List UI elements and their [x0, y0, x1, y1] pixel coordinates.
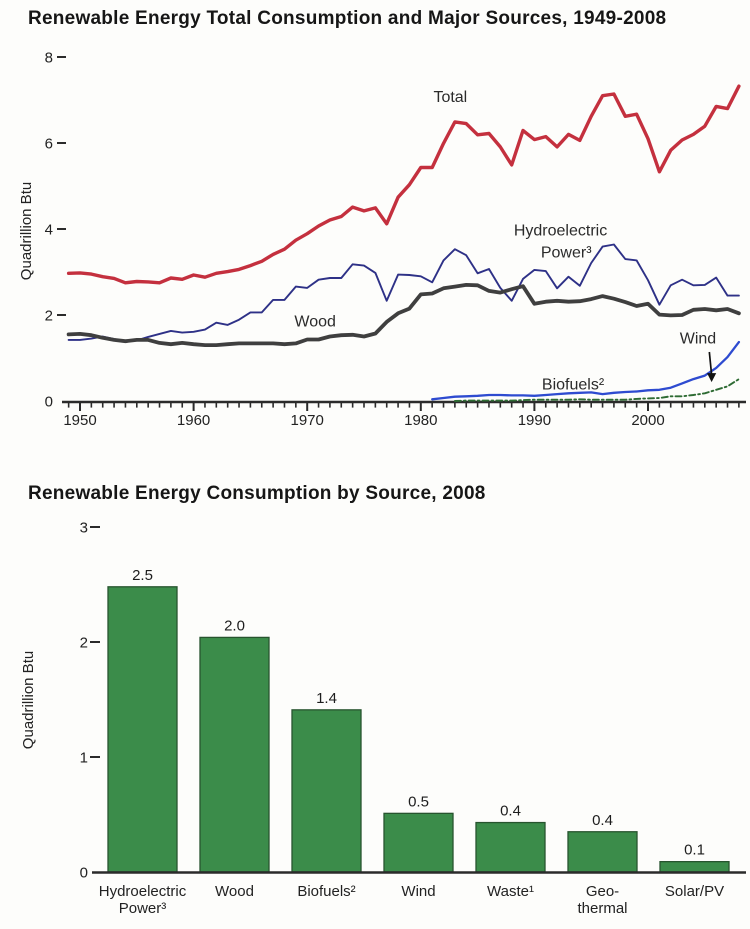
bar-value-label-waste: 0.4: [500, 803, 521, 820]
bar-category-label-waste: Waste¹: [487, 883, 534, 900]
annotation-wind: Wind: [680, 330, 716, 347]
bar-wind: [383, 812, 454, 873]
bar-value-label-geo-thermal: 0.4: [592, 812, 613, 829]
bar-hydroelectric-power: [107, 586, 178, 873]
bar-value-label-solar-pv: 0.1: [684, 842, 705, 859]
annotation-hydroelectric: Hydroelectric: [514, 222, 607, 239]
bar-wood: [199, 636, 270, 873]
x-tick-label: 1990: [518, 412, 551, 429]
y-tick-label: 6: [45, 136, 53, 153]
bar-biofuels: [291, 709, 362, 873]
series-line-wood: [66, 282, 741, 348]
line-chart-title: Renewable Energy Total Consumption and M…: [28, 8, 667, 29]
annotation-biofuels: Biofuels²: [542, 376, 605, 393]
bar-category-label-geo-thermal: thermal: [577, 900, 627, 917]
bar-value-label-wind: 0.5: [408, 793, 429, 810]
bar-category-label-wind: Wind: [401, 883, 435, 900]
bar-category-label-wood: Wood: [215, 883, 254, 900]
bar-chart-y-axis-label: Quadrillion Btu: [20, 651, 37, 749]
bar-solar-pv: [659, 861, 730, 873]
bar-chart-title: Renewable Energy Consumption by Source, …: [28, 483, 486, 504]
x-tick-label: 1980: [404, 412, 437, 429]
y-tick-label: 0: [45, 394, 53, 411]
bar-geo-thermal: [567, 831, 638, 873]
bar-value-label-wood: 2.0: [224, 617, 245, 634]
y-tick-label: 2: [45, 308, 53, 325]
bar-value-label-biofuels: 1.4: [316, 690, 337, 707]
series-line-wind: [453, 378, 740, 402]
bar-category-label-geo-thermal: Geo-: [586, 883, 619, 900]
bar-value-label-hydroelectric-power: 2.5: [132, 567, 153, 584]
x-tick-label: 1950: [63, 412, 96, 429]
bar-category-label-hydroelectric-power: Hydroelectric: [99, 883, 187, 900]
bar-category-label-hydroelectric-power: Power³: [119, 900, 167, 917]
annotation-wood: Wood: [294, 314, 336, 331]
bar-waste: [475, 821, 546, 873]
line-chart-y-axis-label: Quadrillion Btu: [18, 182, 35, 280]
y-tick-label: 8: [45, 50, 53, 67]
y-tick-label: 4: [45, 222, 53, 239]
bar-y-tick-label: 0: [80, 865, 88, 882]
bar-category-label-biofuels: Biofuels²: [297, 883, 355, 900]
series-line-biofuels: [431, 340, 741, 401]
annotation-power: Power³: [541, 244, 592, 261]
bar-category-label-solar-pv: Solar/PV: [665, 883, 724, 900]
series-line-hydroelectric-power: [67, 243, 740, 343]
x-tick-label: 2000: [631, 412, 664, 429]
x-tick-label: 1970: [291, 412, 324, 429]
bar-y-tick-label: 1: [80, 750, 88, 767]
series-line-total: [66, 84, 741, 285]
annotation-total: Total: [433, 89, 467, 106]
bar-y-tick-label: 2: [80, 635, 88, 652]
bar-y-tick-label: 3: [80, 520, 88, 537]
wind-arrow-head: [707, 373, 717, 383]
x-tick-label: 1960: [177, 412, 210, 429]
wind-arrow-shaft: [708, 351, 713, 376]
